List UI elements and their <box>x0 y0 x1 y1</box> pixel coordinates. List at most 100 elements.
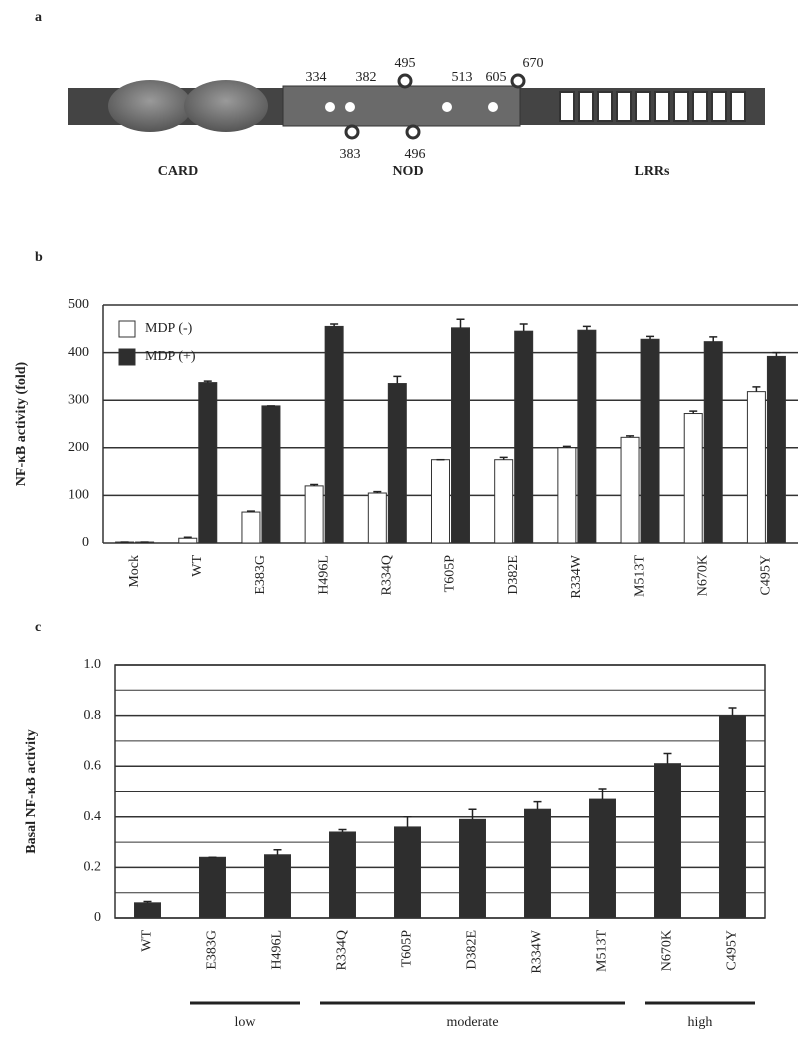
y-tick-label: 500 <box>68 297 89 312</box>
panel-b: bNF-κB activity (fold)0100200300400500Mo… <box>14 250 798 598</box>
bar <box>325 326 343 543</box>
y-tick-label: 0.2 <box>84 860 102 875</box>
x-tick-label: M513T <box>595 930 610 972</box>
site <box>442 102 452 112</box>
bar <box>767 356 785 543</box>
group-label: high <box>688 1015 713 1030</box>
panel-label: c <box>35 620 41 635</box>
x-tick-label: D382E <box>465 930 480 970</box>
y-tick-label: 100 <box>68 488 89 503</box>
bar <box>388 384 406 543</box>
bar <box>200 857 226 918</box>
error-bar <box>709 337 717 342</box>
site-label: 383 <box>340 147 361 162</box>
error-bar <box>520 324 528 331</box>
panel-a: a 334 382 495 513 605 670 383 496 CARD N… <box>35 10 765 179</box>
bar <box>720 716 746 918</box>
figure: a 334 382 495 513 605 670 383 496 CARD N… <box>0 0 798 1037</box>
site <box>325 102 335 112</box>
x-tick-label: H496L <box>316 555 331 595</box>
error-bar <box>274 850 282 855</box>
site <box>488 102 498 112</box>
legend-swatch <box>119 321 135 337</box>
group-label: moderate <box>446 1015 498 1030</box>
bar <box>199 383 217 543</box>
site-label: 334 <box>306 70 327 85</box>
lrr-repeat <box>598 92 612 121</box>
x-tick-label: R334W <box>569 554 584 598</box>
x-tick-label: H496L <box>270 930 285 970</box>
bar <box>590 799 616 918</box>
site-label: 670 <box>523 56 544 71</box>
site-label: 605 <box>486 70 507 85</box>
error-bar <box>729 708 737 716</box>
site <box>512 75 524 87</box>
y-tick-label: 0.4 <box>84 809 102 824</box>
legend-label: MDP (+) <box>145 349 196 364</box>
card-domain <box>108 80 192 132</box>
panel-label: a <box>35 10 42 25</box>
x-tick-label: R334Q <box>380 555 395 595</box>
bar <box>330 832 356 918</box>
y-tick-label: 300 <box>68 392 89 407</box>
y-tick-label: 0 <box>82 535 89 550</box>
lrr-repeat <box>579 92 593 121</box>
x-tick-label: C495Y <box>759 555 774 595</box>
card-domain <box>184 80 268 132</box>
lrr-repeat <box>655 92 669 121</box>
bar <box>432 460 450 543</box>
bar <box>242 512 260 543</box>
x-tick-label: E383G <box>253 555 268 595</box>
bar <box>684 414 702 543</box>
x-tick-label: N670K <box>695 555 710 596</box>
bar <box>305 486 323 543</box>
bar <box>135 903 161 918</box>
x-tick-label: E383G <box>205 930 220 970</box>
error-bar <box>664 754 672 764</box>
x-tick-label: D382E <box>506 555 521 595</box>
error-bar <box>772 353 780 357</box>
legend-swatch <box>119 349 135 365</box>
domain-label: CARD <box>158 164 198 179</box>
bar <box>452 328 470 543</box>
site-label: 513 <box>452 70 473 85</box>
y-tick-label: 1.0 <box>84 657 102 672</box>
y-tick-label: 0 <box>94 910 101 925</box>
lrr-repeat <box>617 92 631 121</box>
error-bar <box>404 817 412 827</box>
error-bar <box>599 789 607 799</box>
y-axis-label: NF-κB activity (fold) <box>14 361 29 486</box>
bar <box>265 855 291 918</box>
y-axis-label: Basal NF-κB activity <box>24 729 39 853</box>
bar <box>558 448 576 543</box>
bar <box>621 437 639 543</box>
x-tick-label: R334W <box>530 929 545 973</box>
bar <box>368 493 386 543</box>
domain-label: NOD <box>392 164 423 179</box>
error-bar <box>752 387 760 392</box>
bar <box>655 764 681 918</box>
x-tick-label: WT <box>140 930 155 952</box>
lrr-repeat <box>712 92 726 121</box>
site-label: 382 <box>356 70 377 85</box>
bar <box>578 330 596 543</box>
site <box>345 102 355 112</box>
bar <box>460 819 486 918</box>
error-bar <box>469 809 477 819</box>
domain-label: LRRs <box>634 164 670 179</box>
y-tick-label: 0.8 <box>84 708 102 723</box>
bar <box>641 339 659 543</box>
legend-label: MDP (-) <box>145 321 193 336</box>
error-bar <box>457 319 465 328</box>
x-tick-label: WT <box>190 555 205 577</box>
site-label: 496 <box>405 147 426 162</box>
bar <box>747 392 765 543</box>
bar <box>395 827 421 918</box>
group-label: low <box>235 1015 257 1030</box>
lrr-repeat <box>693 92 707 121</box>
x-tick-label: T605P <box>400 930 415 968</box>
lrr-repeat <box>731 92 745 121</box>
x-tick-label: T605P <box>443 555 458 593</box>
bar <box>179 538 197 543</box>
